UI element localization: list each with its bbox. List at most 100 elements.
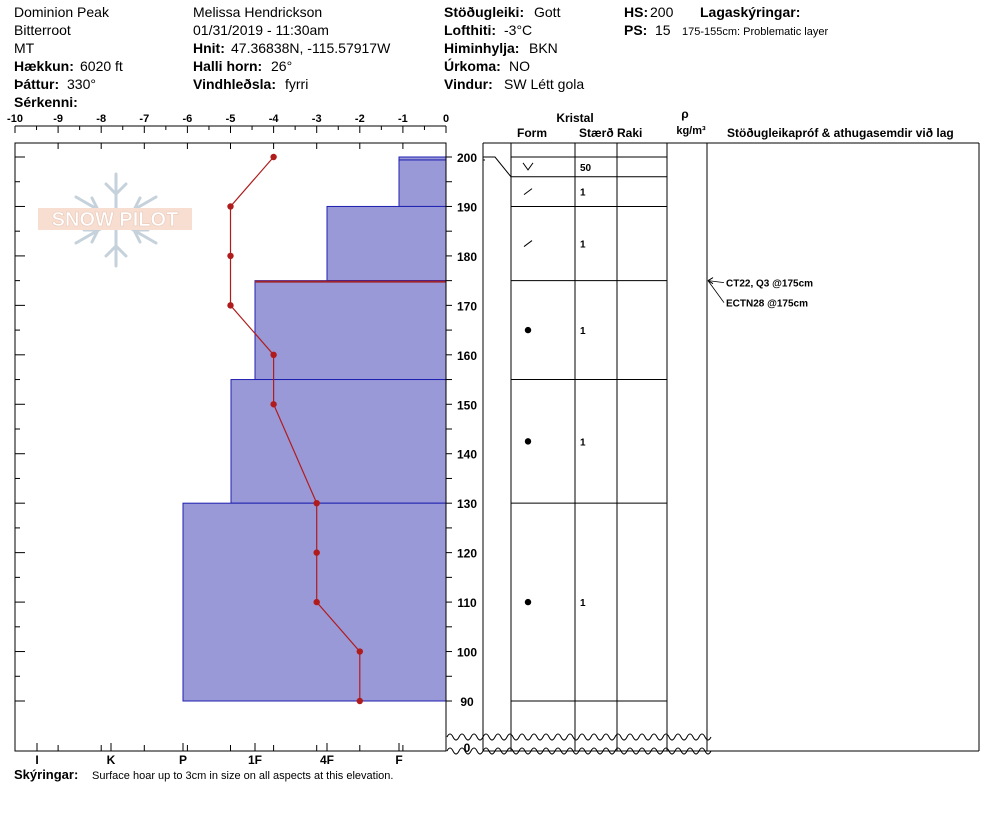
height-tick-label: 200 <box>457 151 477 165</box>
axis-break <box>446 747 712 755</box>
temp-tick-label: -4 <box>269 113 280 125</box>
height-tick-label: 150 <box>457 398 477 412</box>
temperature-point <box>227 302 234 309</box>
temperature-point <box>313 549 320 556</box>
arrow-icon <box>707 277 714 284</box>
air-temp-value: -3°C <box>504 22 532 38</box>
height-tick-label: 110 <box>457 596 477 610</box>
hardness-tick-label: K <box>107 753 116 767</box>
temperature-point <box>270 153 277 161</box>
rounded-grain-icon <box>524 326 532 334</box>
temperature-point <box>313 499 320 507</box>
decomposing-icon <box>523 188 533 196</box>
logo-banner <box>38 208 192 230</box>
footer-notes: Skýringar: Surface hoar up to 3cm in siz… <box>14 767 393 782</box>
hardness-profile <box>182 156 447 702</box>
crystal-size: 1 <box>580 326 586 337</box>
stability-test: CT22, Q3 @175cm <box>726 279 813 290</box>
snowpilot-logo: SNOW PILOT <box>38 172 192 268</box>
aspect-value: 330° <box>67 76 96 92</box>
temp-tick-label: -2 <box>355 113 365 125</box>
temp-tick-label: -10 <box>7 113 23 125</box>
form-header: Form <box>517 126 547 140</box>
header: Dominion Peak Bitterroot MT Hækkun: 6020… <box>14 4 828 110</box>
stability-test: ECTN28 @175cm <box>726 299 808 310</box>
coords-value: 47.36838N, -115.57917W <box>231 40 391 56</box>
density-unit-header: kg/m³ <box>676 125 706 137</box>
layer-connector <box>483 156 512 178</box>
rounded-grain-icon <box>524 598 532 606</box>
axes: -10 -9 -8 -7 -6 -5 -4 -3 -2 -1 0200190180170160150… <box>7 113 477 767</box>
ps-label: PS: <box>624 22 647 38</box>
hardness-bar <box>230 379 447 504</box>
layer-note: 175-155cm: Problematic layer <box>682 26 828 38</box>
crystal-size: 1 <box>580 437 586 448</box>
temperature-point <box>313 598 320 606</box>
height-tick-label: 130 <box>457 497 477 511</box>
hardness-bar <box>254 280 447 381</box>
hardness-tick-label: 4F <box>320 753 334 767</box>
elevation-value: 6020 ft <box>80 58 123 74</box>
hs-label: HS: <box>624 4 648 20</box>
temperature-profile <box>227 153 363 705</box>
location-name: Dominion Peak <box>14 4 110 20</box>
hardness-tick-label: 1F <box>248 753 262 767</box>
crystal-size: 50 <box>580 163 592 174</box>
notes-value: Surface hoar up to 3cm in size on all as… <box>92 770 393 782</box>
temp-tick-label: -6 <box>183 113 193 125</box>
crystal-size: 1 <box>580 240 586 251</box>
temp-tick-label: -5 <box>226 113 236 125</box>
aspect-label: Þáttur: <box>14 76 59 92</box>
height-tick-label: 180 <box>457 250 477 264</box>
height-tick-label: 100 <box>457 646 477 660</box>
precip-value: NO <box>509 58 530 74</box>
moisture-header: Raki <box>617 126 642 140</box>
slope-value: 26° <box>271 58 292 74</box>
table-headers: Kristal Form Stærð Raki ρ kg/m³ Stöðugle… <box>517 107 954 140</box>
test-pointer <box>707 280 725 303</box>
temperature-point <box>270 401 277 408</box>
temperature-point <box>356 697 363 705</box>
logo-text: SNOW PILOT <box>52 209 179 231</box>
coords-label: Hnit: <box>193 40 225 56</box>
hs-value: 200 <box>650 4 674 20</box>
height-tick-label: 160 <box>457 349 477 363</box>
tests-header: Stöðugleikapróf & athugasemdir við lag <box>727 126 954 140</box>
temp-tick-label: -7 <box>139 113 149 125</box>
wind-loading-value: fyrri <box>285 76 308 92</box>
height-tick-label: 120 <box>457 547 477 561</box>
hardness-bar <box>398 159 447 207</box>
special-label: Sérkenni: <box>14 94 78 110</box>
rho-header: ρ <box>681 107 688 121</box>
size-header: Stærð <box>579 126 614 140</box>
mountain-range: Bitterroot <box>14 22 71 38</box>
temperature-point <box>270 351 277 359</box>
temperature-point <box>227 252 234 260</box>
layer-table: 50 1 1 1 1 1 CT22, Q3 @175cm ECTN28 @175cm <box>446 142 980 755</box>
hardness-bar <box>326 205 447 282</box>
temp-tick-label: 0 <box>443 113 449 125</box>
height-tick-label: 0 <box>464 741 471 755</box>
temp-tick-label: -1 <box>398 113 408 125</box>
stability-label: Stöðugleiki: <box>444 4 524 20</box>
height-tick-label: 90 <box>460 695 474 709</box>
surface-hoar-icon <box>522 162 534 171</box>
layers-label: Lagaskýringar: <box>700 4 800 20</box>
height-tick-label: 170 <box>457 299 477 313</box>
temp-tick-label: -3 <box>312 113 322 125</box>
notes-label: Skýringar: <box>14 767 78 782</box>
temperature-point <box>356 648 363 655</box>
ps-value: 15 <box>655 22 671 38</box>
test-pointer <box>707 280 725 284</box>
rounded-grain-icon <box>524 438 532 445</box>
height-tick-label: 140 <box>457 448 477 462</box>
slope-label: Halli horn: <box>193 58 262 74</box>
hardness-tick-label: I <box>35 753 38 767</box>
height-tick-label: 190 <box>457 200 477 214</box>
wind-loading-label: Vindhleðsla: <box>193 76 276 92</box>
axis-break <box>446 733 712 741</box>
temp-tick-label: -8 <box>96 113 106 125</box>
elevation-label: Hækkun: <box>14 58 74 74</box>
wind-label: Vindur: <box>444 76 493 92</box>
